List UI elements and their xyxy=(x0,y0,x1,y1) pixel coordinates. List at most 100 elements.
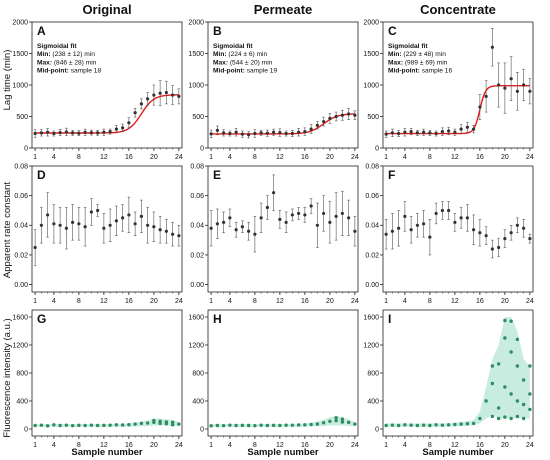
y-tick-label: 0 xyxy=(24,426,28,433)
y-tick-label: 400 xyxy=(16,398,28,405)
data-point xyxy=(133,222,137,226)
data-point xyxy=(528,237,532,241)
data-point xyxy=(139,214,143,218)
data-point xyxy=(465,216,469,220)
data-point xyxy=(409,130,413,134)
data-point xyxy=(315,123,319,127)
fluorescence-point xyxy=(127,422,131,427)
fluorescence-point xyxy=(490,364,495,368)
data-point xyxy=(77,131,81,135)
data-point xyxy=(522,83,526,87)
fluorescence-point xyxy=(158,421,162,426)
y-tick-label: 0.06 xyxy=(14,193,28,200)
row-label-lag-time: Lag time (min) xyxy=(2,50,13,111)
fluorescence-point xyxy=(528,407,532,412)
x-tick-label: 8 xyxy=(77,442,81,449)
data-point xyxy=(64,226,68,230)
x-tick-label: 12 xyxy=(451,298,459,305)
fluorescence-point xyxy=(509,416,513,421)
x-tick-label: 8 xyxy=(253,154,257,161)
fluorescence-point xyxy=(440,423,445,427)
fit-annotation-line: Mid-point: sample 16 xyxy=(388,68,452,75)
data-point xyxy=(146,223,150,227)
x-tick-label: 16 xyxy=(301,154,309,161)
fit-annotation-line: Min: (224 ± 6) min xyxy=(213,51,268,58)
x-tick-label: 4 xyxy=(52,154,56,161)
data-point xyxy=(259,131,263,135)
fit-annotation-value: (989 ± 69) min xyxy=(405,59,448,66)
data-point xyxy=(133,111,137,115)
data-point xyxy=(121,216,125,220)
fluorescence-point xyxy=(265,423,270,428)
data-point xyxy=(71,220,75,224)
x-tick-label: 4 xyxy=(228,298,232,305)
fit-annotation-line: Max: (846 ± 28) min xyxy=(37,59,97,66)
y-tick-label: 500 xyxy=(16,114,28,121)
fluorescence-point xyxy=(415,423,420,428)
fluorescence-point xyxy=(503,415,507,419)
data-point xyxy=(353,113,357,117)
fluorescence-point xyxy=(528,364,532,368)
x-tick-label: 16 xyxy=(125,298,133,305)
x-tick-label: 8 xyxy=(253,298,257,305)
data-point xyxy=(428,235,432,239)
fit-annotation-value: (229 ± 48) min xyxy=(403,51,446,58)
data-point xyxy=(96,208,100,213)
data-point xyxy=(89,130,93,135)
fluorescence-point xyxy=(209,424,213,428)
fluorescence-point xyxy=(170,420,175,425)
data-point xyxy=(127,121,131,125)
data-point xyxy=(390,131,394,135)
data-point xyxy=(490,247,494,251)
data-point xyxy=(453,220,457,224)
data-point xyxy=(484,94,488,98)
x-label-permeate: Sample number xyxy=(247,447,319,458)
y-tick-label: 0 xyxy=(200,145,204,152)
fluorescence-point xyxy=(114,423,119,427)
fit-annotation-value: (544 ± 20) min xyxy=(230,59,273,66)
data-point xyxy=(77,222,81,226)
fluorescence-point xyxy=(509,350,513,354)
x-tick-label: 12 xyxy=(276,442,284,449)
data-point xyxy=(234,130,238,134)
sigmoid-fit-line xyxy=(211,113,355,135)
data-point xyxy=(297,211,301,216)
data-point xyxy=(146,97,150,101)
y-tick-label: 1000 xyxy=(12,82,28,89)
data-point xyxy=(434,131,438,136)
y-tick-label: 1500 xyxy=(363,51,379,58)
data-point xyxy=(384,232,388,236)
column-title-concentrate: Concentrate xyxy=(420,2,496,17)
data-point xyxy=(139,102,143,106)
panel-letter: B xyxy=(213,24,222,38)
fluorescence-point xyxy=(515,337,520,342)
fluorescence-point xyxy=(515,364,520,368)
fluorescence-point xyxy=(403,423,407,427)
data-point xyxy=(290,213,294,217)
y-tick-label: 1600 xyxy=(363,314,379,321)
x-tick-label: 4 xyxy=(403,442,407,449)
x-tick-label: 16 xyxy=(476,298,484,305)
fluorescence-point xyxy=(271,423,276,428)
data-point xyxy=(478,105,482,109)
fit-annotation-line: Sigmoidal fit xyxy=(213,43,253,50)
data-point xyxy=(303,130,307,134)
data-point xyxy=(284,131,288,136)
y-tick-label: 0.04 xyxy=(190,223,204,230)
data-point xyxy=(240,132,244,136)
data-point xyxy=(89,210,93,214)
x-tick-label: 20 xyxy=(326,154,334,161)
panel-letter: A xyxy=(37,24,46,38)
x-tick-label: 1 xyxy=(209,154,213,161)
x-tick-label: 24 xyxy=(351,442,359,449)
fluorescence-point xyxy=(133,422,137,426)
fit-annotation-line: Min: (229 ± 48) min xyxy=(388,51,446,58)
fluorescence-point xyxy=(484,399,488,403)
x-tick-label: 24 xyxy=(526,154,534,161)
y-tick-label: 0.00 xyxy=(190,282,204,289)
data-point xyxy=(472,228,476,232)
data-point xyxy=(459,216,463,220)
fluorescence-point xyxy=(89,423,94,427)
x-tick-label: 16 xyxy=(301,442,309,449)
